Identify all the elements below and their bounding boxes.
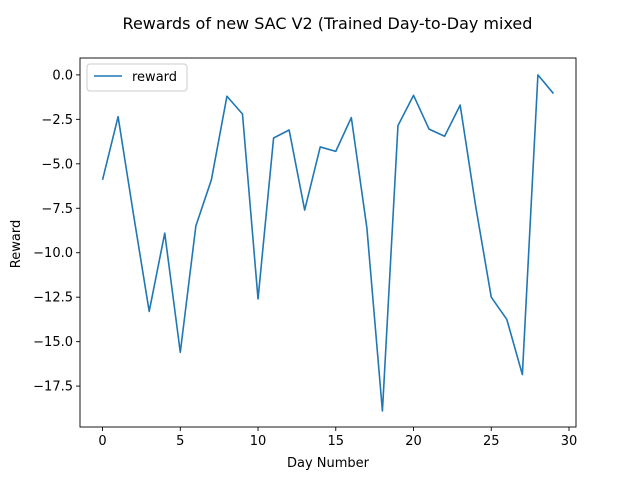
series-line-reward — [101, 74, 555, 412]
y-tick-label: 0.0 — [52, 68, 73, 83]
y-tick-label: −12.5 — [33, 291, 73, 306]
x-axis: 0 5 10 15 20 25 30 — [98, 427, 577, 449]
legend: reward — [86, 63, 188, 92]
y-tick-label: −5.0 — [41, 157, 73, 172]
plot-area — [79, 57, 577, 428]
x-tick-label: 10 — [250, 434, 267, 449]
y-tick-label: −15.0 — [33, 335, 73, 350]
x-axis-label: Day Number — [287, 456, 370, 471]
y-axis: 0.0 −2.5 −5.0 −7.5 −10.0 −12.5 −15.0 −17.5 — [33, 68, 80, 395]
x-tick-label: 15 — [328, 434, 345, 449]
y-tick-label: −7.5 — [41, 202, 73, 217]
y-tick-label: −17.5 — [33, 380, 73, 395]
x-tick-label: 0 — [98, 434, 106, 449]
x-tick-label: 25 — [483, 434, 500, 449]
y-axis-label: Reward — [9, 220, 24, 268]
chart-title: Rewards of new SAC V2 (Trained Day-to-Da… — [123, 14, 533, 33]
x-tick-label: 30 — [561, 434, 578, 449]
axes-frame — [79, 57, 577, 428]
legend-label: reward — [132, 70, 177, 85]
x-tick-label: 20 — [405, 434, 422, 449]
y-tick-label: −2.5 — [41, 113, 73, 128]
x-tick-label: 5 — [176, 434, 184, 449]
y-tick-label: −10.0 — [33, 246, 73, 261]
legend-box — [86, 63, 188, 92]
